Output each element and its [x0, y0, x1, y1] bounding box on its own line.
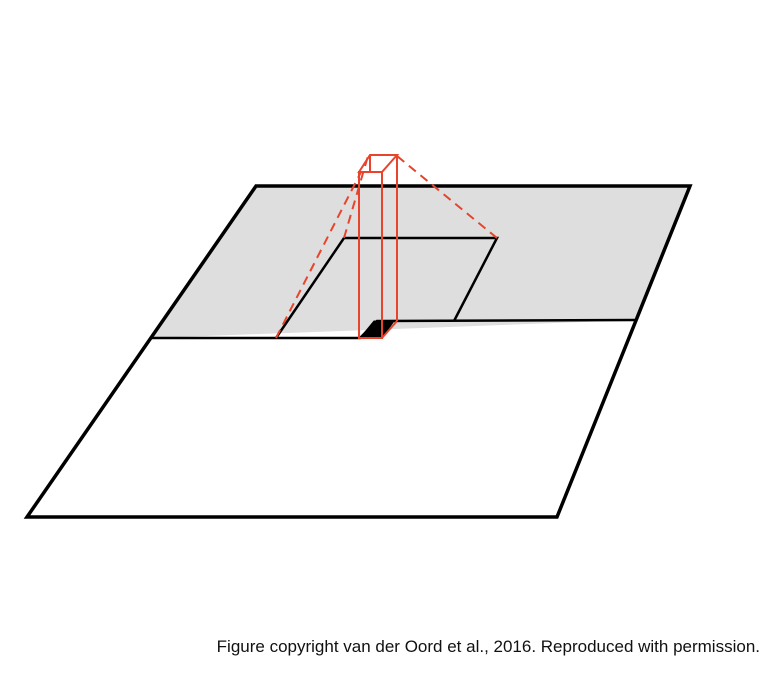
figure-caption: Figure copyright van der Oord et al., 20…: [216, 637, 760, 656]
unseen-region: [27, 320, 637, 517]
output-column: [357, 154, 400, 339]
receptive-field-window: [274, 236, 500, 339]
projection-line-right: [396, 155, 498, 239]
context-region: [152, 186, 690, 338]
output-column-bottom-right-edge: [381, 320, 398, 339]
output-column-top-face: [357, 154, 400, 173]
image-plane-outline: [23, 184, 693, 519]
projection-lines: [275, 155, 498, 339]
projection-line-left: [275, 171, 362, 339]
